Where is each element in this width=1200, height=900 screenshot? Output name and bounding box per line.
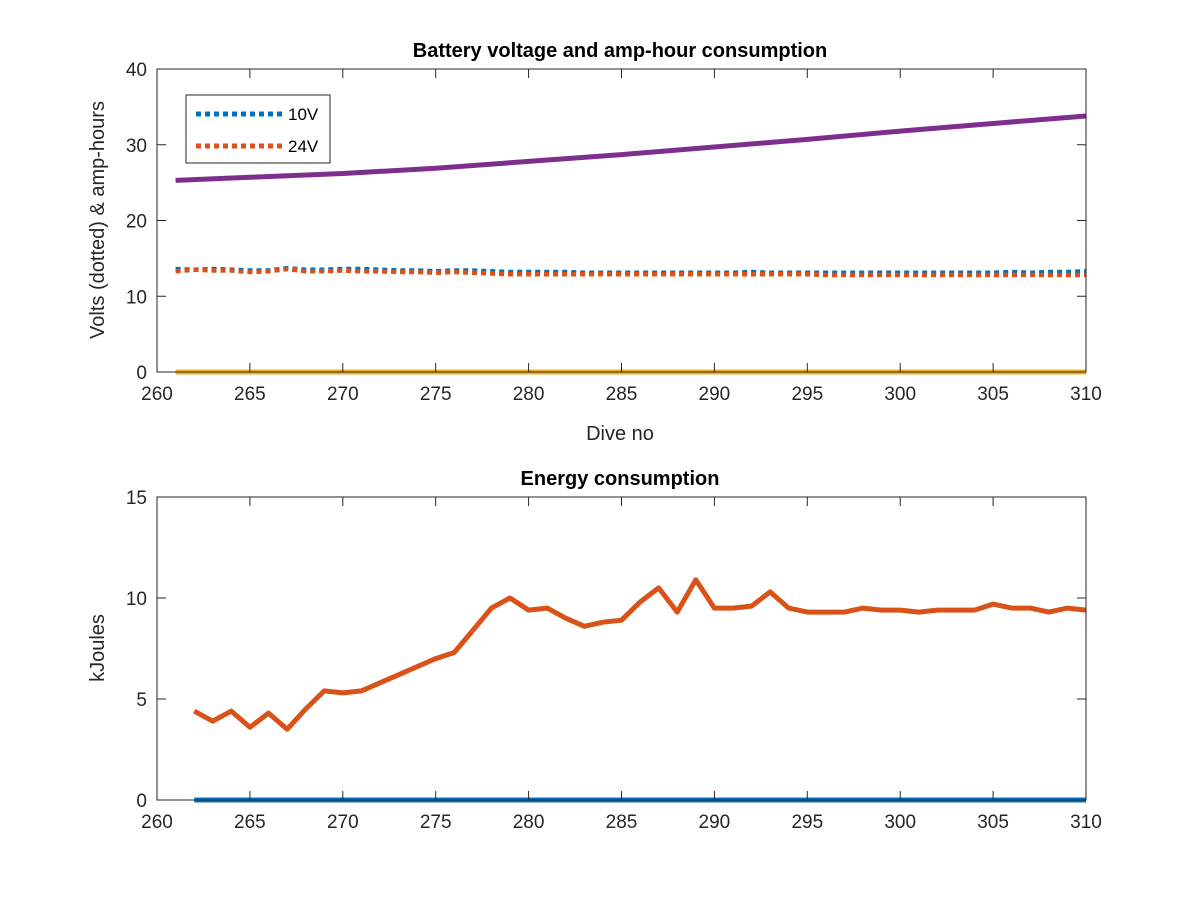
battery-ytick-label: 10 (126, 287, 147, 308)
battery-series-line-3 (175, 113, 1087, 183)
energy-xtick-label: 280 (513, 812, 545, 833)
energy-xtick-label: 300 (884, 812, 916, 833)
battery-xtick-label: 300 (884, 384, 916, 405)
battery-chart-xlabel: Dive no (586, 423, 654, 445)
legend-label-24v: 24V (288, 137, 319, 156)
battery-xtick-label: 290 (699, 384, 731, 405)
battery-ytick-label: 30 (126, 136, 147, 157)
battery-xtick-label: 285 (606, 384, 638, 405)
battery-ytick-label: 20 (126, 212, 147, 233)
battery-chart: Battery voltage and amp-hour consumption… (87, 40, 1102, 445)
energy-chart-ylabel: kJoules (87, 614, 109, 682)
battery-xtick-label: 275 (420, 384, 452, 405)
energy-xtick-label: 265 (234, 812, 266, 833)
energy-ytick-label: 10 (126, 589, 147, 610)
energy-xtick-label: 295 (791, 812, 823, 833)
legend-box (185, 94, 331, 164)
battery-xtick-label: 295 (791, 384, 823, 405)
battery-chart-title: Battery voltage and amp-hour consumption (413, 40, 827, 62)
energy-xtick-label: 310 (1070, 812, 1102, 833)
energy-xtick-label: 275 (420, 812, 452, 833)
battery-xtick-label: 260 (141, 384, 173, 405)
energy-xtick-label: 260 (141, 812, 173, 833)
energy-ytick-label: 15 (126, 488, 147, 509)
battery-xtick-label: 265 (234, 384, 266, 405)
energy-ytick-label: 0 (136, 791, 147, 812)
battery-xtick-label: 310 (1070, 384, 1102, 405)
energy-xtick-label: 305 (977, 812, 1009, 833)
energy-xtick-label: 290 (699, 812, 731, 833)
battery-chart-ylabel: Volts (dotted) & amp-hours (87, 101, 109, 339)
energy-xtick-label: 270 (327, 812, 359, 833)
battery-series-24v (175, 266, 1086, 278)
battery-xtick-label: 270 (327, 384, 359, 405)
battery-ytick-label: 0 (136, 363, 147, 384)
energy-ytick-label: 5 (136, 690, 147, 711)
energy-xtick-label: 285 (606, 812, 638, 833)
legend-label-10v: 10V (288, 105, 319, 124)
battery-ytick-label: 40 (126, 60, 147, 81)
battery-xtick-label: 305 (977, 384, 1009, 405)
battery-chart-legend: 10V 24V (185, 94, 331, 164)
battery-xtick-label: 280 (513, 384, 545, 405)
energy-series-line-1 (193, 577, 1087, 732)
energy-chart: Energy consumption kJoules 260 265 270 275 2… (87, 468, 1102, 833)
energy-chart-title: Energy consumption (521, 468, 720, 490)
